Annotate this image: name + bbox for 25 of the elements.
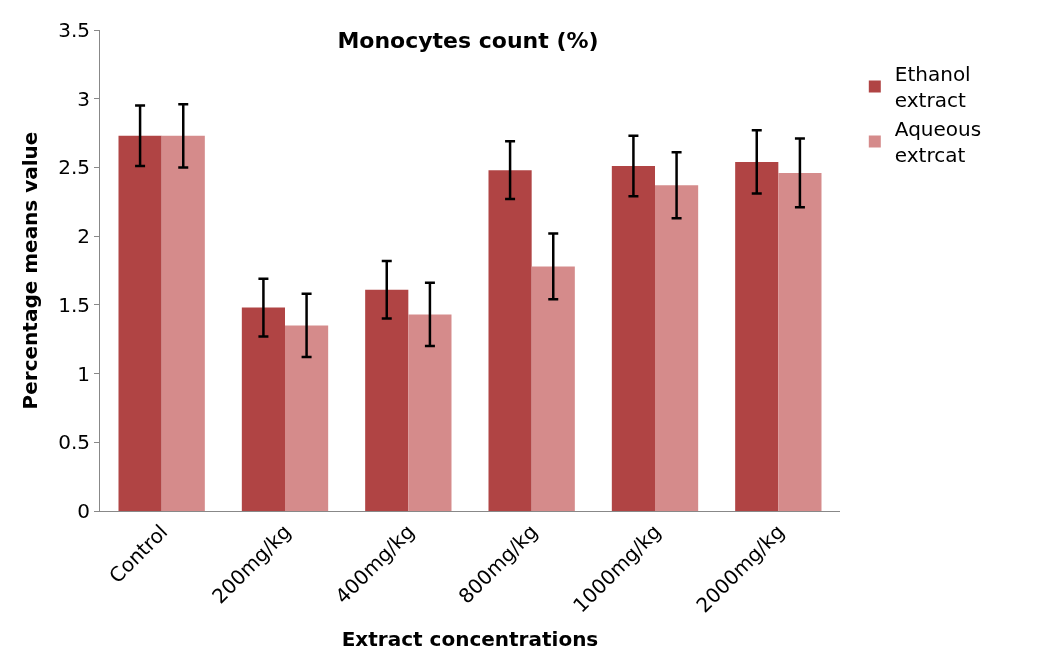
y-tick-label: 2 bbox=[77, 224, 90, 249]
bar bbox=[408, 314, 452, 511]
bar bbox=[488, 170, 532, 511]
bar bbox=[365, 289, 409, 511]
bar bbox=[778, 172, 822, 511]
chart-title: Monocytes count (%) bbox=[337, 28, 599, 54]
y-tick-label: 1.5 bbox=[58, 292, 90, 317]
bar bbox=[241, 307, 285, 511]
legend-label: Ethanol extract bbox=[894, 62, 971, 113]
y-tick-label: 0.5 bbox=[58, 430, 90, 455]
y-tick-label: 3 bbox=[77, 86, 90, 111]
legend-label: Aqueous extrcat bbox=[894, 117, 982, 168]
y-tick-label: 1 bbox=[77, 361, 90, 386]
bar bbox=[161, 135, 205, 511]
y-tick-label: 0 bbox=[77, 499, 90, 523]
y-tick-label: 3.5 bbox=[58, 18, 90, 42]
bar bbox=[118, 135, 162, 511]
y-axis-title: Percentage means value bbox=[17, 131, 42, 410]
bar bbox=[735, 161, 779, 511]
bar bbox=[611, 166, 655, 511]
y-tick-label: 2.5 bbox=[58, 155, 90, 180]
bar bbox=[531, 266, 575, 511]
bar bbox=[285, 325, 329, 511]
x-axis-title: Extract concentrations bbox=[341, 626, 599, 651]
bar bbox=[655, 185, 699, 511]
